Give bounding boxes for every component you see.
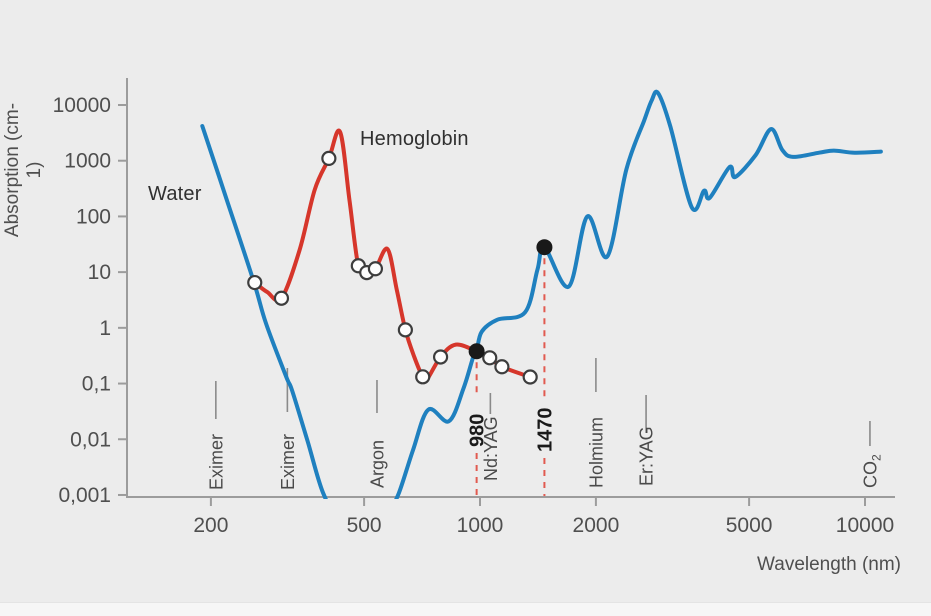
- hemoglobin-open-marker: [397, 322, 413, 338]
- hemoglobin-open-marker: [494, 359, 510, 375]
- laser-marker-label: Nd:YAG: [481, 416, 501, 481]
- hemoglobin-open-marker: [522, 369, 538, 385]
- x-tick-label: 500: [347, 514, 382, 537]
- x-tick-label: 5000: [726, 514, 773, 537]
- x-tick-label: 1000: [457, 514, 504, 537]
- hemoglobin-open-marker: [247, 274, 263, 291]
- laser-marker-label: Eximer: [278, 434, 298, 490]
- y-tick-label: 10: [88, 261, 111, 284]
- laser-marker-argon: Argon: [367, 380, 387, 488]
- y-tick-label: 0,1: [82, 373, 111, 396]
- hemoglobin-series-label: Hemoglobin: [360, 128, 469, 150]
- x-tick-label: 200: [193, 514, 228, 537]
- hemoglobin-open-marker: [321, 150, 337, 167]
- laser-marker-er:yag: Er:YAG: [637, 395, 657, 486]
- laser-marker-label: Argon: [367, 440, 387, 488]
- y-tick-label: 0,001: [58, 484, 111, 507]
- y-axis-title: Absorption (cm-1): [2, 102, 45, 238]
- laser-marker-nd:yag: Nd:YAG: [481, 393, 501, 481]
- laser-marker-eximer: Eximer: [206, 381, 226, 490]
- y-tick-label: 10000: [53, 94, 111, 117]
- y-tick-label: 1: [99, 317, 111, 340]
- y-tick-label: 0,01: [70, 428, 111, 451]
- laser-marker-co2: CO2: [860, 421, 883, 488]
- laser-marker-label: Er:YAG: [637, 426, 657, 486]
- y-tick-label: 1000: [64, 150, 111, 173]
- laser-marker-label: 980: [467, 414, 489, 447]
- water-curve: [200, 89, 883, 499]
- hemoglobin-open-marker: [482, 350, 498, 366]
- wavelength-dot-980: [468, 343, 485, 360]
- x-axis-title: Wavelength (nm): [757, 554, 901, 575]
- laser-marker-label: Holmium: [586, 417, 606, 488]
- laser-marker-holmium: Holmium: [586, 358, 606, 488]
- laser-marker-label: 1470: [534, 408, 556, 453]
- laser-marker-label: CO2: [860, 454, 883, 488]
- x-tick-label: 2000: [573, 514, 620, 537]
- water-series-label: Water: [148, 183, 202, 205]
- x-tick-label: 10000: [836, 514, 894, 537]
- laser-marker-eximer: Eximer: [278, 368, 298, 490]
- page-bottom-strip: [0, 602, 931, 616]
- hemoglobin-open-marker: [273, 290, 290, 306]
- hemoglobin-open-marker: [367, 261, 384, 277]
- laser-marker-980: 980: [467, 362, 489, 497]
- wavelength-dot-1470: [536, 239, 553, 256]
- hemoglobin-curve: [252, 128, 533, 384]
- laser-marker-1470: 1470: [534, 258, 556, 497]
- hemoglobin-open-marker: [432, 349, 449, 365]
- laser-marker-label: Eximer: [206, 434, 226, 490]
- y-tick-label: 100: [76, 205, 111, 228]
- hemoglobin-open-marker: [415, 369, 431, 385]
